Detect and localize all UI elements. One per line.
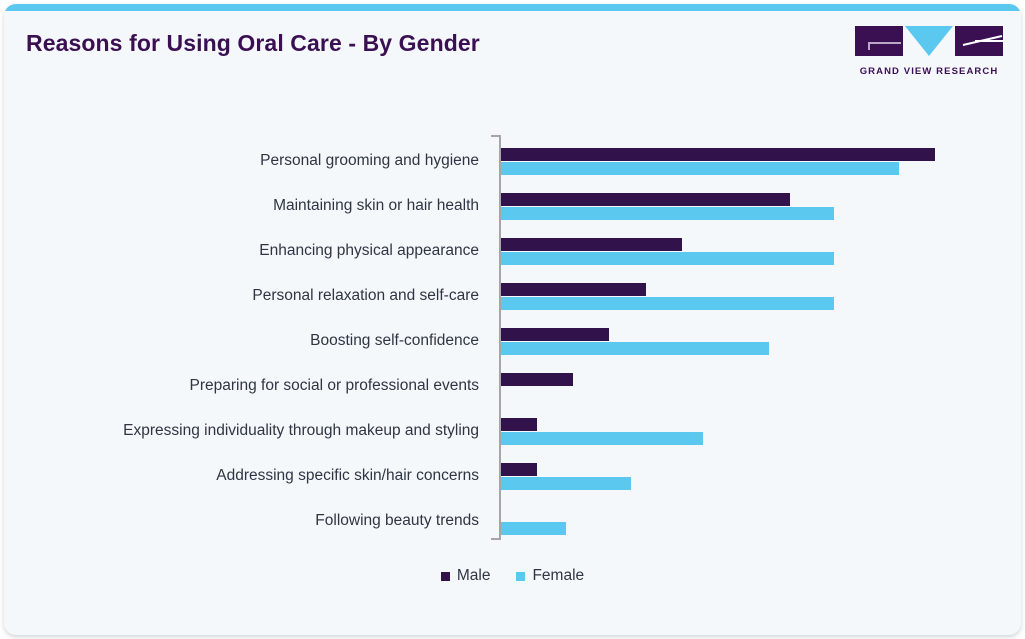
category-label: Enhancing physical appearance: [259, 242, 479, 259]
category-label: Addressing specific skin/hair concerns: [216, 467, 479, 484]
axis-tick-top: [491, 135, 500, 137]
bar-group: [501, 373, 574, 400]
legend-swatch-female-icon: [516, 571, 526, 581]
category-label: Preparing for social or professional eve…: [189, 377, 479, 394]
bar-row: Addressing specific skin/hair concerns: [4, 459, 1021, 504]
logo-triangle-v-icon: [905, 26, 953, 56]
category-label: Personal grooming and hygiene: [260, 152, 479, 169]
logo-wordmark: GRAND VIEW RESEARCH: [859, 66, 999, 77]
bar-row: Personal grooming and hygiene: [4, 144, 1021, 189]
axis-tick-bottom: [491, 538, 500, 540]
bar-row: Enhancing physical appearance: [4, 234, 1021, 279]
bar-female[interactable]: [501, 432, 704, 445]
bar-group: [501, 508, 567, 535]
bar-group: [501, 193, 834, 220]
bar-female[interactable]: [501, 522, 567, 535]
bar-rows: Personal grooming and hygiene Maintaining…: [4, 144, 1021, 549]
logo-block-g-icon: [855, 26, 903, 56]
legend-label: Male: [456, 567, 491, 584]
legend-swatch-male-icon: [440, 571, 450, 581]
bar-row: Personal relaxation and self-care: [4, 279, 1021, 324]
legend-item-male[interactable]: Male: [440, 567, 491, 585]
page-title: Reasons for Using Oral Care - By Gender: [26, 30, 480, 56]
category-axis-line: [499, 135, 501, 540]
bar-group: [501, 283, 834, 310]
logo-block-r-icon: [955, 26, 1003, 56]
bar-male[interactable]: [501, 328, 610, 341]
category-label: Maintaining skin or hair health: [273, 197, 479, 214]
bar-group: [501, 418, 704, 445]
bar-group: [501, 148, 935, 175]
bar-female[interactable]: [501, 207, 834, 220]
legend-item-female[interactable]: Female: [516, 567, 584, 585]
bar-row: Following beauty trends: [4, 504, 1021, 549]
category-label: Following beauty trends: [315, 512, 479, 529]
bar-group: [501, 463, 632, 490]
bar-row: Preparing for social or professional eve…: [4, 369, 1021, 414]
bar-male[interactable]: [501, 238, 682, 251]
bar-group: [501, 238, 834, 265]
legend-label: Female: [532, 567, 585, 584]
bar-male[interactable]: [501, 193, 791, 206]
top-accent-bar: [4, 4, 1021, 11]
chart-card: Reasons for Using Oral Care - By Gender …: [4, 4, 1021, 635]
bar-female[interactable]: [501, 252, 834, 265]
bar-row: Boosting self-confidence: [4, 324, 1021, 369]
category-label: Boosting self-confidence: [310, 332, 479, 349]
bar-female[interactable]: [501, 342, 769, 355]
brand-logo: GRAND VIEW RESEARCH: [855, 26, 1003, 77]
bar-chart-plot: Personal grooming and hygiene Maintaining…: [4, 4, 1021, 635]
bar-group: [501, 328, 769, 355]
chart-legend: Male Female: [4, 567, 1021, 585]
category-label: Personal relaxation and self-care: [252, 287, 479, 304]
category-label: Expressing individuality through makeup …: [123, 422, 479, 439]
bar-female[interactable]: [501, 162, 899, 175]
bar-male[interactable]: [501, 463, 538, 476]
bar-male[interactable]: [501, 418, 538, 431]
bar-female[interactable]: [501, 297, 834, 310]
bar-male[interactable]: [501, 148, 935, 161]
logo-marks: [855, 26, 1003, 60]
bar-row: Expressing individuality through makeup …: [4, 414, 1021, 459]
bar-male[interactable]: [501, 283, 646, 296]
bar-female[interactable]: [501, 477, 632, 490]
bar-male[interactable]: [501, 373, 574, 386]
bar-row: Maintaining skin or hair health: [4, 189, 1021, 234]
